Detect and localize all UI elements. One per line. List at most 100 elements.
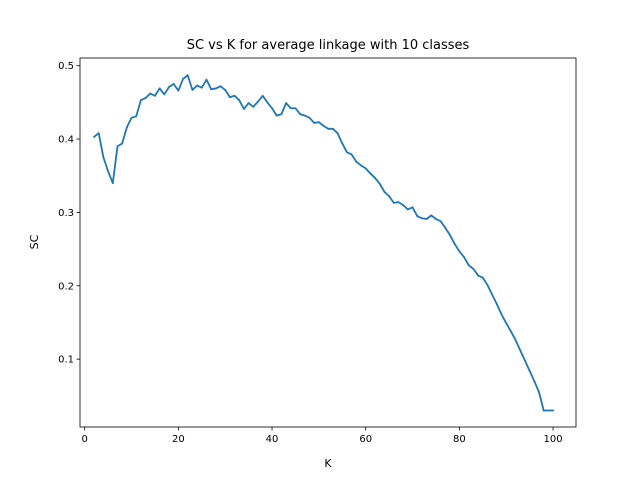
data-point bbox=[547, 409, 550, 412]
data-point bbox=[346, 151, 348, 154]
data-point bbox=[130, 116, 133, 119]
data-point bbox=[378, 182, 381, 185]
data-point bbox=[238, 99, 241, 102]
data-point bbox=[163, 93, 166, 96]
y-tick-label: 0.1 bbox=[58, 355, 74, 366]
x-tick-label: 20 bbox=[172, 434, 185, 445]
data-point bbox=[360, 164, 362, 167]
data-point bbox=[538, 391, 540, 394]
data-point bbox=[336, 132, 339, 135]
data-point bbox=[477, 274, 480, 277]
data-point bbox=[500, 313, 503, 316]
plot-frame bbox=[79, 57, 577, 428]
data-point bbox=[205, 78, 208, 81]
data-point bbox=[224, 89, 227, 91]
data-point bbox=[392, 201, 395, 204]
y-tick-label: 0.2 bbox=[58, 281, 74, 292]
data-point bbox=[322, 124, 325, 127]
data-point bbox=[125, 126, 128, 129]
data-point bbox=[116, 145, 119, 148]
data-point bbox=[149, 92, 152, 95]
data-point bbox=[182, 78, 184, 80]
data-point bbox=[303, 114, 306, 117]
data-point bbox=[524, 359, 526, 362]
data-point bbox=[266, 101, 269, 104]
chart-title: SC vs K for average linkage with 10 clas… bbox=[187, 38, 470, 53]
data-point bbox=[439, 220, 442, 223]
data-point bbox=[411, 206, 414, 209]
data-point bbox=[341, 142, 344, 145]
data-point bbox=[299, 113, 302, 116]
data-point bbox=[210, 88, 213, 91]
data-point bbox=[369, 172, 372, 175]
data-point bbox=[257, 100, 259, 103]
data-point bbox=[406, 208, 409, 211]
data-point bbox=[364, 167, 367, 170]
data-point bbox=[542, 409, 545, 412]
x-axis-label: K bbox=[324, 457, 332, 470]
data-point bbox=[416, 215, 419, 217]
data-point bbox=[168, 86, 170, 88]
data-point bbox=[280, 113, 283, 116]
data-point bbox=[139, 99, 142, 102]
data-point bbox=[308, 116, 311, 119]
x-tick-label: 60 bbox=[359, 434, 372, 445]
y-axis: 0.1 0.2 0.3 0.4 0.5 bbox=[58, 61, 80, 366]
x-tick-label: 80 bbox=[453, 434, 466, 445]
x-tick-label: 100 bbox=[544, 434, 563, 445]
data-point bbox=[121, 142, 124, 145]
data-point bbox=[294, 107, 297, 110]
y-tick-label: 0.4 bbox=[58, 135, 74, 146]
y-tick-label: 0.3 bbox=[58, 208, 74, 219]
data-point bbox=[327, 127, 330, 130]
data-point bbox=[528, 369, 531, 372]
data-point bbox=[332, 127, 334, 130]
data-point bbox=[486, 284, 489, 286]
data-point bbox=[472, 268, 475, 270]
data-point bbox=[111, 182, 114, 184]
data-point bbox=[402, 204, 405, 206]
data-point bbox=[514, 339, 517, 341]
data-point bbox=[191, 89, 194, 91]
data-point bbox=[252, 105, 255, 108]
data-point bbox=[233, 94, 236, 97]
data-point bbox=[453, 243, 456, 245]
data-point bbox=[261, 94, 264, 97]
data-point bbox=[158, 87, 161, 90]
data-point bbox=[313, 122, 316, 124]
data-point bbox=[444, 226, 447, 229]
data-point bbox=[172, 83, 175, 85]
data-point bbox=[154, 94, 156, 97]
data-point bbox=[374, 177, 376, 179]
data-point bbox=[350, 153, 353, 156]
data-point bbox=[275, 114, 278, 117]
data-point bbox=[243, 108, 245, 110]
data-point bbox=[355, 160, 358, 163]
data-point bbox=[467, 264, 470, 267]
data-point bbox=[289, 107, 292, 110]
y-tick-label: 0.5 bbox=[58, 61, 74, 72]
data-point bbox=[200, 86, 203, 89]
data-point bbox=[247, 102, 250, 105]
data-point bbox=[552, 409, 554, 412]
data-point bbox=[463, 256, 465, 259]
data-point bbox=[196, 84, 198, 87]
data-point bbox=[219, 85, 222, 88]
data-point bbox=[449, 234, 451, 237]
data-point bbox=[285, 102, 287, 105]
data-point bbox=[388, 195, 391, 198]
data-point bbox=[107, 170, 109, 173]
data-point bbox=[519, 349, 522, 352]
data-point bbox=[102, 156, 105, 159]
data-point bbox=[425, 218, 428, 220]
data-point bbox=[510, 330, 512, 333]
data-point bbox=[144, 97, 147, 99]
data-point bbox=[271, 107, 273, 110]
data-point bbox=[214, 87, 217, 90]
data-point bbox=[533, 380, 536, 383]
data-point bbox=[228, 96, 231, 99]
data-point bbox=[397, 201, 400, 204]
y-axis-label: SC bbox=[28, 234, 41, 249]
data-point bbox=[495, 303, 498, 306]
